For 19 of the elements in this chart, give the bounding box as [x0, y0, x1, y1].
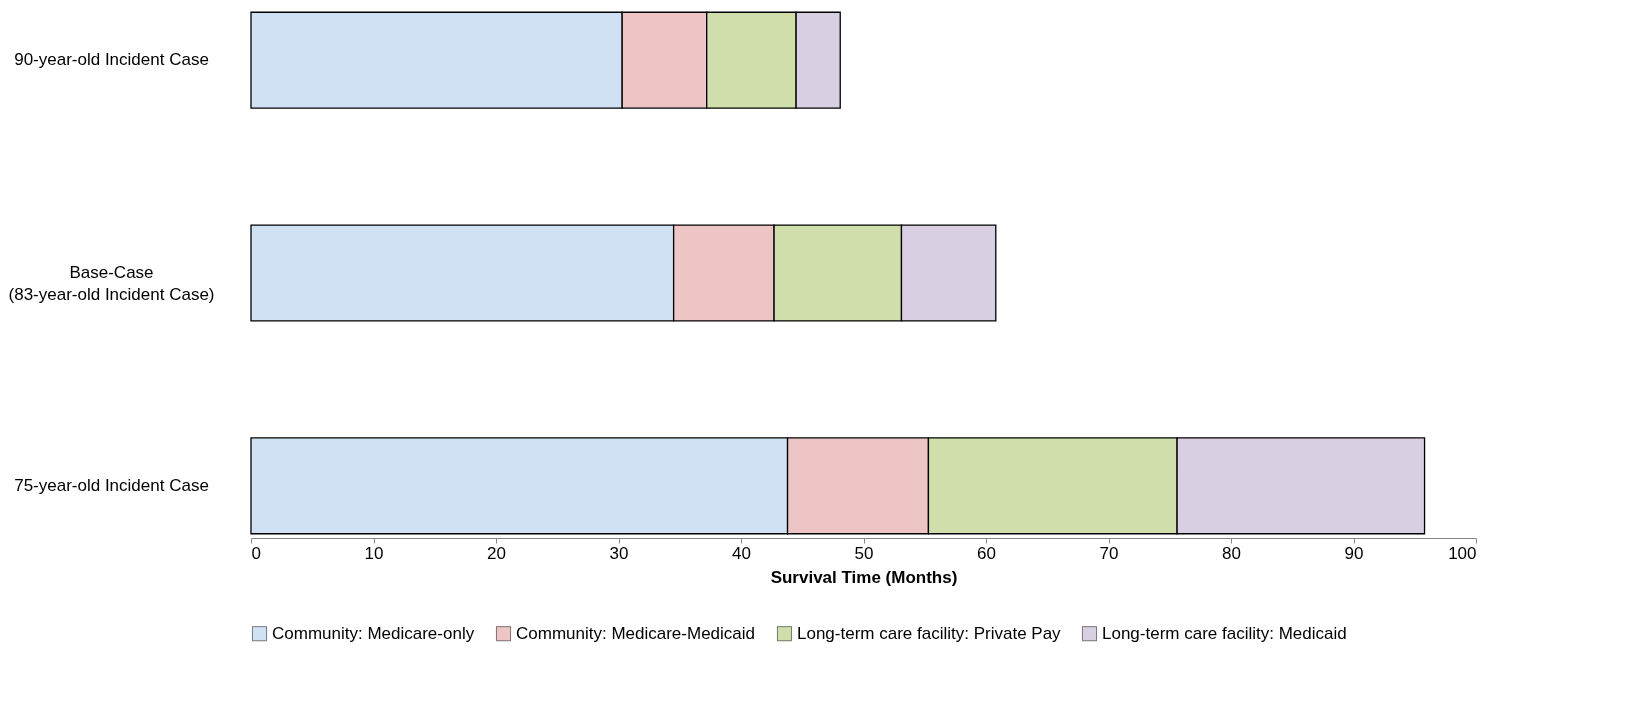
x-tick-label: 80	[1222, 543, 1241, 563]
x-tick-label: 20	[487, 543, 506, 563]
x-tick-label: 0	[251, 543, 261, 563]
x-tick-label: 90	[1344, 543, 1364, 563]
x-tick-label: 70	[1099, 543, 1119, 563]
x-tick-label: 40	[732, 543, 751, 563]
legend-label: Long-term care facility: Medicaid	[1102, 623, 1347, 643]
legend-label: Long-term care facility: Private Pay	[797, 623, 1062, 643]
legend-label: Community: Medicare-only	[272, 623, 475, 643]
y-tick-label: 90-year-old Incident Case	[14, 50, 209, 70]
legend-label: Community: Medicare-Medicaid	[516, 623, 756, 643]
x-axis-title: Survival Time (Months)	[770, 567, 958, 587]
y-tick-label: 75-year-old Incident Case	[14, 475, 209, 495]
x-tick-label: 100	[1448, 543, 1477, 563]
x-tick-label: 50	[854, 543, 874, 563]
x-tick-label: 30	[609, 543, 629, 563]
x-tick-label: 10	[364, 543, 384, 563]
x-tick-label: 60	[977, 543, 996, 563]
y-tick-label: Base-Case (83-year-old Incident Case)	[8, 263, 215, 304]
